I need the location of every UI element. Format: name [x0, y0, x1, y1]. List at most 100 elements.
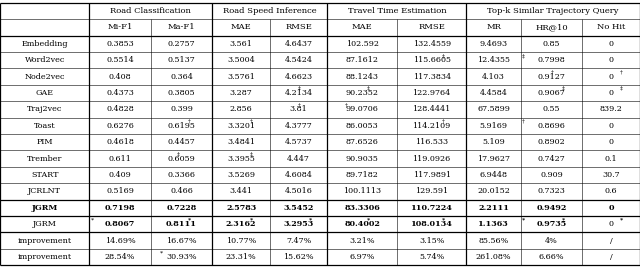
- Text: 5.74%: 5.74%: [419, 253, 444, 261]
- Text: 90.9035: 90.9035: [346, 155, 379, 163]
- Text: 0: 0: [609, 220, 614, 228]
- Text: 114.2109: 114.2109: [413, 122, 451, 130]
- Text: †: †: [620, 69, 623, 75]
- Text: 10.77%: 10.77%: [226, 237, 256, 245]
- Text: 0.5137: 0.5137: [168, 56, 195, 64]
- Text: †: †: [442, 119, 444, 124]
- Text: 0.7198: 0.7198: [105, 204, 135, 212]
- Text: 0.466: 0.466: [170, 187, 193, 195]
- Text: 6.97%: 6.97%: [349, 253, 375, 261]
- Text: 7.47%: 7.47%: [286, 237, 311, 245]
- Text: 3.287: 3.287: [230, 89, 253, 97]
- Text: 4.6623: 4.6623: [285, 73, 313, 81]
- Text: 90.2352: 90.2352: [346, 89, 379, 97]
- Text: 4.5424: 4.5424: [285, 56, 313, 64]
- Text: 3.561: 3.561: [230, 40, 253, 48]
- Text: 0.399: 0.399: [170, 105, 193, 113]
- Text: 119.0926: 119.0926: [413, 155, 451, 163]
- Text: 4.4584: 4.4584: [480, 89, 508, 97]
- Text: 0.6195: 0.6195: [168, 122, 195, 130]
- Text: Ma-F1: Ma-F1: [168, 23, 195, 31]
- Text: 89.7182: 89.7182: [346, 171, 379, 179]
- Text: 0.7998: 0.7998: [538, 56, 566, 64]
- Text: 28.54%: 28.54%: [105, 253, 135, 261]
- Text: 4.6437: 4.6437: [285, 40, 313, 48]
- Text: 0.909: 0.909: [540, 171, 563, 179]
- Text: †: †: [250, 119, 253, 124]
- Text: RMSE: RMSE: [285, 23, 312, 31]
- Text: Mi-F1: Mi-F1: [108, 23, 132, 31]
- Text: ‡: ‡: [298, 86, 301, 91]
- Text: 0.4457: 0.4457: [168, 138, 195, 146]
- Text: /: /: [610, 253, 612, 261]
- Text: START: START: [31, 171, 58, 179]
- Text: 128.4441: 128.4441: [413, 105, 451, 113]
- Text: 0.55: 0.55: [543, 105, 561, 113]
- Text: 0: 0: [609, 122, 614, 130]
- Text: 15.62%: 15.62%: [284, 253, 314, 261]
- Text: 99.0706: 99.0706: [346, 105, 379, 113]
- Text: 117.3834: 117.3834: [413, 73, 451, 81]
- Text: ‡: ‡: [442, 53, 444, 58]
- Text: 3.5004: 3.5004: [227, 56, 255, 64]
- Text: †: †: [298, 102, 301, 107]
- Text: *: *: [620, 217, 623, 222]
- Text: Top-k Similar Trajectory Query: Top-k Similar Trajectory Query: [488, 7, 619, 15]
- Text: 0.409: 0.409: [109, 171, 131, 179]
- Text: 0: 0: [609, 138, 614, 146]
- Text: 116.533: 116.533: [415, 138, 448, 146]
- Text: 0.8902: 0.8902: [538, 138, 566, 146]
- Text: 0.8111: 0.8111: [166, 220, 197, 228]
- Text: Word2vec: Word2vec: [24, 56, 65, 64]
- Text: *: *: [159, 250, 163, 255]
- Text: 5.9169: 5.9169: [479, 122, 508, 130]
- Text: *: *: [90, 217, 93, 222]
- Text: MR: MR: [486, 23, 501, 31]
- Text: 3.3955: 3.3955: [227, 155, 255, 163]
- Text: PIM: PIM: [36, 138, 53, 146]
- Text: 0.3853: 0.3853: [106, 40, 134, 48]
- Text: 0.9735: 0.9735: [536, 220, 567, 228]
- Text: 17.9627: 17.9627: [477, 155, 510, 163]
- Text: ‡: ‡: [367, 86, 370, 91]
- Text: ‡: ‡: [562, 86, 564, 91]
- Text: 3.15%: 3.15%: [419, 237, 444, 245]
- Text: 115.6605: 115.6605: [413, 56, 451, 64]
- Text: 0.6276: 0.6276: [106, 122, 134, 130]
- Text: 23.31%: 23.31%: [226, 253, 257, 261]
- Text: 0.4373: 0.4373: [106, 89, 134, 97]
- Text: 0.6: 0.6: [605, 187, 618, 195]
- Text: 129.591: 129.591: [415, 187, 448, 195]
- Text: 12.4355: 12.4355: [477, 56, 510, 64]
- Text: 3.4841: 3.4841: [227, 138, 255, 146]
- Text: 0: 0: [609, 56, 614, 64]
- Text: 0.2757: 0.2757: [168, 40, 195, 48]
- Text: 261.08%: 261.08%: [476, 253, 511, 261]
- Text: improvement: improvement: [17, 253, 72, 261]
- Text: /: /: [610, 237, 612, 245]
- Text: 0.7228: 0.7228: [166, 204, 196, 212]
- Text: MAE: MAE: [231, 23, 252, 31]
- Text: 83.3306: 83.3306: [344, 204, 380, 212]
- Text: ‡: ‡: [177, 151, 180, 157]
- Text: RMSE: RMSE: [418, 23, 445, 31]
- Text: 5.109: 5.109: [483, 138, 505, 146]
- Text: Travel Time Estimation: Travel Time Estimation: [348, 7, 446, 15]
- Text: 3.3201: 3.3201: [227, 122, 255, 130]
- Text: 0.408: 0.408: [109, 73, 131, 81]
- Text: *: *: [309, 217, 312, 222]
- Text: 88.1243: 88.1243: [346, 73, 379, 81]
- Text: 0.1: 0.1: [605, 155, 618, 163]
- Text: 2.5783: 2.5783: [226, 204, 256, 212]
- Text: †: †: [344, 102, 348, 107]
- Text: 122.9764: 122.9764: [413, 89, 451, 97]
- Text: 132.4559: 132.4559: [413, 40, 451, 48]
- Text: 87.6526: 87.6526: [346, 138, 379, 146]
- Text: 0.8696: 0.8696: [538, 122, 566, 130]
- Text: GAE: GAE: [36, 89, 54, 97]
- Text: 9.4693: 9.4693: [479, 40, 508, 48]
- Text: 0.9492: 0.9492: [536, 204, 567, 212]
- Text: 2.2111: 2.2111: [478, 204, 509, 212]
- Text: 80.4002: 80.4002: [344, 220, 380, 228]
- Text: 3.81: 3.81: [290, 105, 308, 113]
